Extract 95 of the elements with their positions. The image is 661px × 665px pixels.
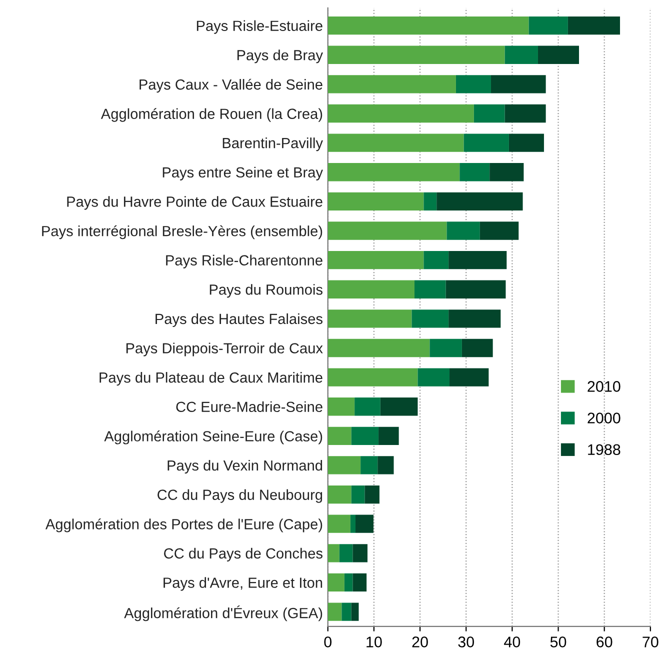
y-tick-label: Pays du Plateau de Caux Maritime <box>100 372 322 386</box>
x-tick-label: 0 <box>324 636 332 648</box>
legend-label: 2010 <box>588 381 620 392</box>
bar <box>380 398 418 416</box>
legend-label: 2000 <box>588 412 620 424</box>
y-tick-label: Agglomération Seine-Eure (Case) <box>104 430 322 444</box>
bar <box>351 426 379 445</box>
y-tick-label: Pays du Vexin Normand <box>168 460 322 474</box>
bar <box>328 310 412 328</box>
bar <box>508 134 544 152</box>
bar <box>328 485 352 504</box>
bar <box>378 456 394 474</box>
y-tick-label: Pays des Hautes Falaises <box>156 313 322 327</box>
bar <box>356 514 374 533</box>
bar <box>352 573 367 592</box>
y-tick-label: Pays Dieppois-Terroir de Caux <box>126 342 323 356</box>
bar <box>342 602 352 621</box>
bar <box>490 163 524 182</box>
bar <box>339 544 353 562</box>
bar <box>490 75 546 94</box>
bar <box>446 222 480 240</box>
bar <box>456 75 491 94</box>
bar <box>344 573 353 592</box>
bar <box>328 16 529 35</box>
y-tick-label: CC du Pays du Neubourg <box>158 489 322 503</box>
bar <box>448 310 501 328</box>
bar <box>328 250 424 270</box>
bar <box>538 46 579 64</box>
bar <box>328 368 418 386</box>
y-tick-label: Agglomération d'Évreux (GEA) <box>124 605 322 622</box>
x-tick-label: 10 <box>366 636 382 648</box>
bar <box>352 544 368 562</box>
bar <box>450 368 489 386</box>
bar <box>328 75 456 94</box>
y-tick-label: Pays du Havre Pointe de Caux Estuaire <box>67 196 322 210</box>
bar <box>360 456 378 474</box>
bar <box>354 398 380 416</box>
bar <box>378 426 399 445</box>
y-tick-label: Pays de Bray <box>237 50 323 64</box>
bar <box>504 104 546 123</box>
bar <box>328 544 340 562</box>
bar <box>328 602 342 621</box>
bar <box>328 573 344 592</box>
y-tick-label: Pays Caux - Vallée de Seine <box>140 78 322 93</box>
bar <box>328 134 464 152</box>
bar <box>328 46 505 64</box>
x-tick-label: 20 <box>412 636 428 648</box>
bar <box>480 222 519 240</box>
bar <box>412 310 449 328</box>
y-tick-label: Pays d'Avre, Eure et Iton <box>164 577 322 591</box>
bar <box>328 222 447 240</box>
bar <box>328 192 424 211</box>
bar <box>424 192 437 211</box>
bar <box>424 250 449 270</box>
y-tick-label: Pays Risle-Charentonne <box>166 254 322 268</box>
bar <box>448 250 507 270</box>
y-tick-label: Barentin-Pavilly <box>222 138 323 152</box>
bar <box>504 46 538 64</box>
y-tick-label: Pays Risle-Estuaire <box>196 20 322 34</box>
y-tick-label: Pays entre Seine et Bray <box>162 166 323 180</box>
bar <box>328 398 355 416</box>
y-tick-label: CC Eure-Madrie-Seine <box>176 401 322 412</box>
y-tick-label: CC du Pays de Conches <box>164 548 322 562</box>
x-tick-label: 30 <box>458 636 474 648</box>
bar <box>328 514 350 533</box>
bar <box>328 280 414 298</box>
bar <box>328 163 460 182</box>
bar <box>474 104 505 123</box>
bar <box>328 338 430 358</box>
bar <box>464 134 509 152</box>
x-tick-label: 60 <box>596 636 612 648</box>
bar <box>568 16 620 35</box>
bar <box>351 485 365 504</box>
bar <box>436 192 523 211</box>
x-tick-label: 70 <box>642 636 658 648</box>
bar <box>528 16 568 35</box>
bar <box>414 280 446 298</box>
bar <box>351 602 359 621</box>
bar <box>462 338 493 358</box>
bar <box>446 280 506 298</box>
bar <box>430 338 462 358</box>
y-tick-label: Agglomération de Rouen (la Crea) <box>100 108 322 122</box>
bar <box>328 456 361 474</box>
x-tick-label: 40 <box>504 636 520 648</box>
y-tick-label: Agglomération des Portes de l'Eure (Cape) <box>45 518 322 532</box>
legend-label: 1988 <box>588 444 620 456</box>
bar <box>350 514 356 533</box>
bar <box>364 485 380 504</box>
bar <box>328 426 352 445</box>
y-tick-label: Pays interrégional Bresle-Yères (ensemble) <box>42 225 322 240</box>
bar <box>328 104 474 123</box>
x-tick-label: 50 <box>550 636 566 648</box>
bar <box>460 163 490 182</box>
bar <box>418 368 450 386</box>
y-tick-label: Pays du Roumois <box>210 284 322 298</box>
